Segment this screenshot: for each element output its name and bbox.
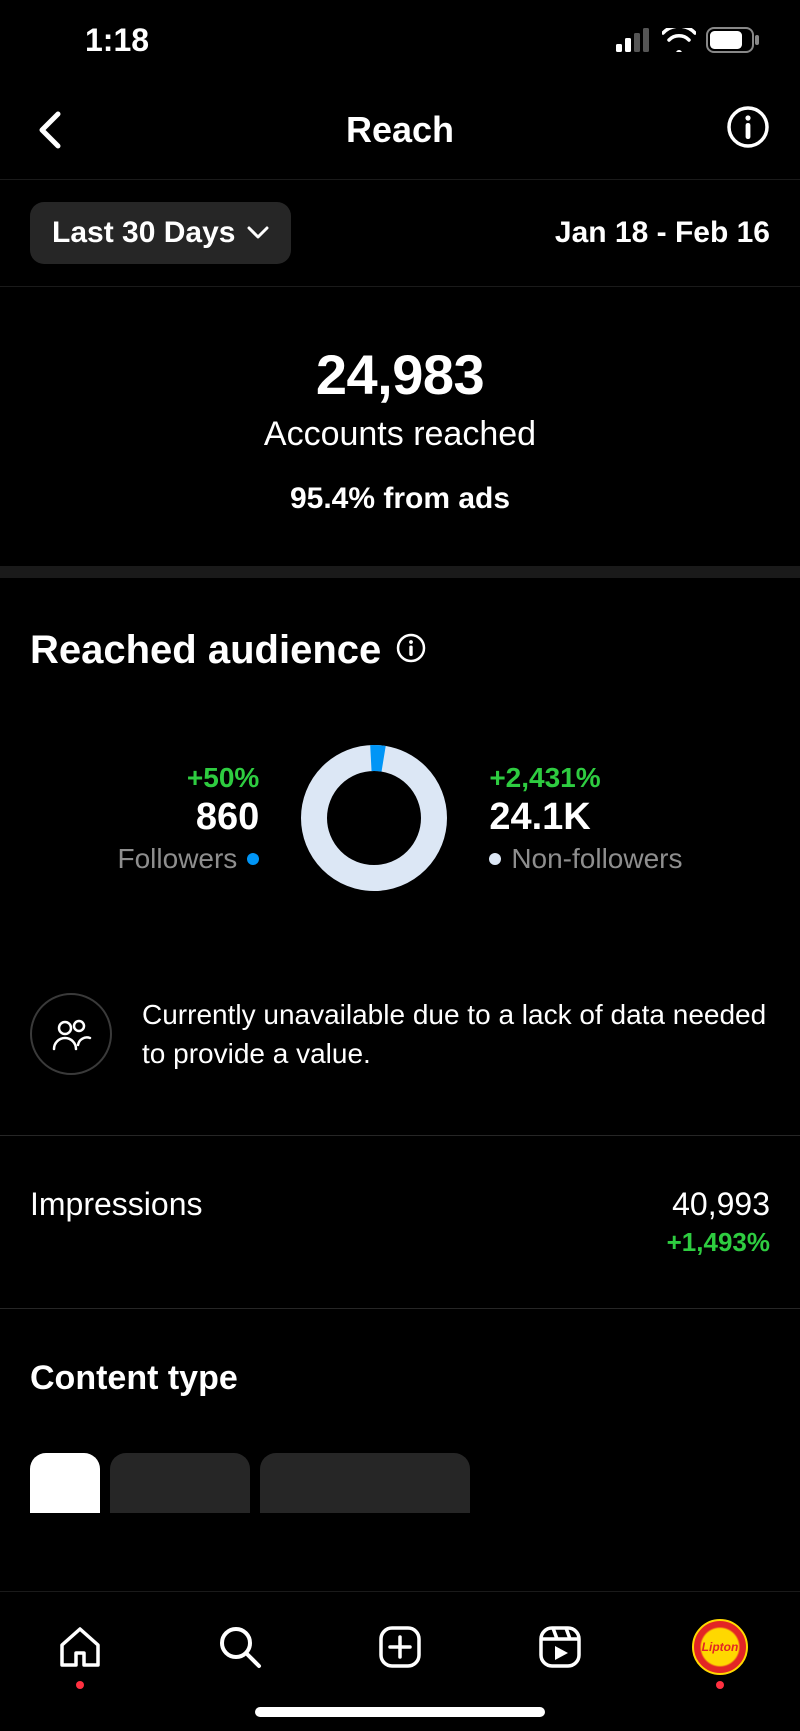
people-icon (50, 1013, 92, 1055)
unavailable-text: Currently unavailable due to a lack of d… (142, 995, 770, 1073)
nonfollowers-dot (489, 853, 501, 865)
content-type-tabs (30, 1453, 770, 1513)
status-bar: 1:18 (0, 0, 800, 80)
info-icon (726, 105, 770, 149)
status-icons (616, 27, 760, 53)
accounts-reached-label: Accounts reached (0, 415, 800, 454)
avatar-label: Lipton (702, 1640, 739, 1654)
nav-search[interactable] (212, 1619, 268, 1675)
date-range-dropdown[interactable]: Last 30 Days (30, 202, 291, 264)
notification-dot (76, 1681, 84, 1689)
reached-audience-section: Reached audience +50% 860 Followers +2,4… (0, 578, 800, 893)
dropdown-label: Last 30 Days (52, 216, 235, 250)
filter-bar: Last 30 Days Jan 18 - Feb 16 (0, 180, 800, 287)
impressions-label: Impressions (30, 1186, 203, 1223)
followers-change: +50% (187, 762, 259, 794)
date-range-label: Jan 18 - Feb 16 (555, 216, 770, 250)
content-type-title: Content type (30, 1359, 770, 1398)
info-icon (395, 632, 427, 664)
nonfollowers-stat: +2,431% 24.1K Non-followers (489, 762, 682, 875)
chevron-left-icon (36, 110, 64, 150)
reached-info-button[interactable] (395, 632, 427, 669)
accounts-reached-value: 24,983 (0, 342, 800, 407)
home-indicator[interactable] (255, 1707, 545, 1717)
summary-block: 24,983 Accounts reached 95.4% from ads (0, 287, 800, 566)
followers-dot (247, 853, 259, 865)
cellular-icon (616, 28, 652, 52)
home-icon (56, 1623, 104, 1671)
back-button[interactable] (30, 110, 70, 150)
nonfollowers-label: Non-followers (511, 843, 682, 875)
search-icon (216, 1623, 264, 1671)
content-type-tab-2[interactable] (260, 1453, 470, 1513)
status-time: 1:18 (85, 22, 149, 59)
nav-profile[interactable]: Lipton (692, 1619, 748, 1675)
reels-icon (536, 1623, 584, 1671)
profile-avatar: Lipton (692, 1619, 748, 1675)
header: Reach (0, 80, 800, 180)
content-type-tab-1[interactable] (110, 1453, 250, 1513)
battery-icon (706, 27, 760, 53)
page-title: Reach (346, 109, 454, 151)
nav-reels[interactable] (532, 1619, 588, 1675)
followers-value: 860 (196, 796, 259, 839)
impressions-value: 40,993 (667, 1186, 770, 1223)
reached-audience-title: Reached audience (30, 628, 381, 673)
chevron-down-icon (247, 226, 269, 240)
followers-stat: +50% 860 Followers (118, 762, 260, 875)
content-type-tab-0[interactable] (30, 1453, 100, 1513)
impressions-change: +1,493% (667, 1227, 770, 1258)
people-icon-circle (30, 993, 112, 1075)
followers-label: Followers (118, 843, 238, 875)
from-ads-label: 95.4% from ads (0, 482, 800, 516)
plus-square-icon (376, 1623, 424, 1671)
wifi-icon (662, 28, 696, 52)
section-divider (0, 566, 800, 578)
content-type-section: Content type (0, 1309, 800, 1513)
impressions-row[interactable]: Impressions 40,993 +1,493% (0, 1136, 800, 1309)
nav-create[interactable] (372, 1619, 428, 1675)
unavailable-notice: Currently unavailable due to a lack of d… (0, 953, 800, 1136)
donut-row: +50% 860 Followers +2,431% 24.1K Non-fol… (30, 743, 770, 893)
nonfollowers-change: +2,431% (489, 762, 600, 794)
nonfollowers-value: 24.1K (489, 796, 590, 839)
donut-chart (299, 743, 449, 893)
nav-home[interactable] (52, 1619, 108, 1675)
notification-dot (716, 1681, 724, 1689)
info-button[interactable] (726, 105, 770, 154)
